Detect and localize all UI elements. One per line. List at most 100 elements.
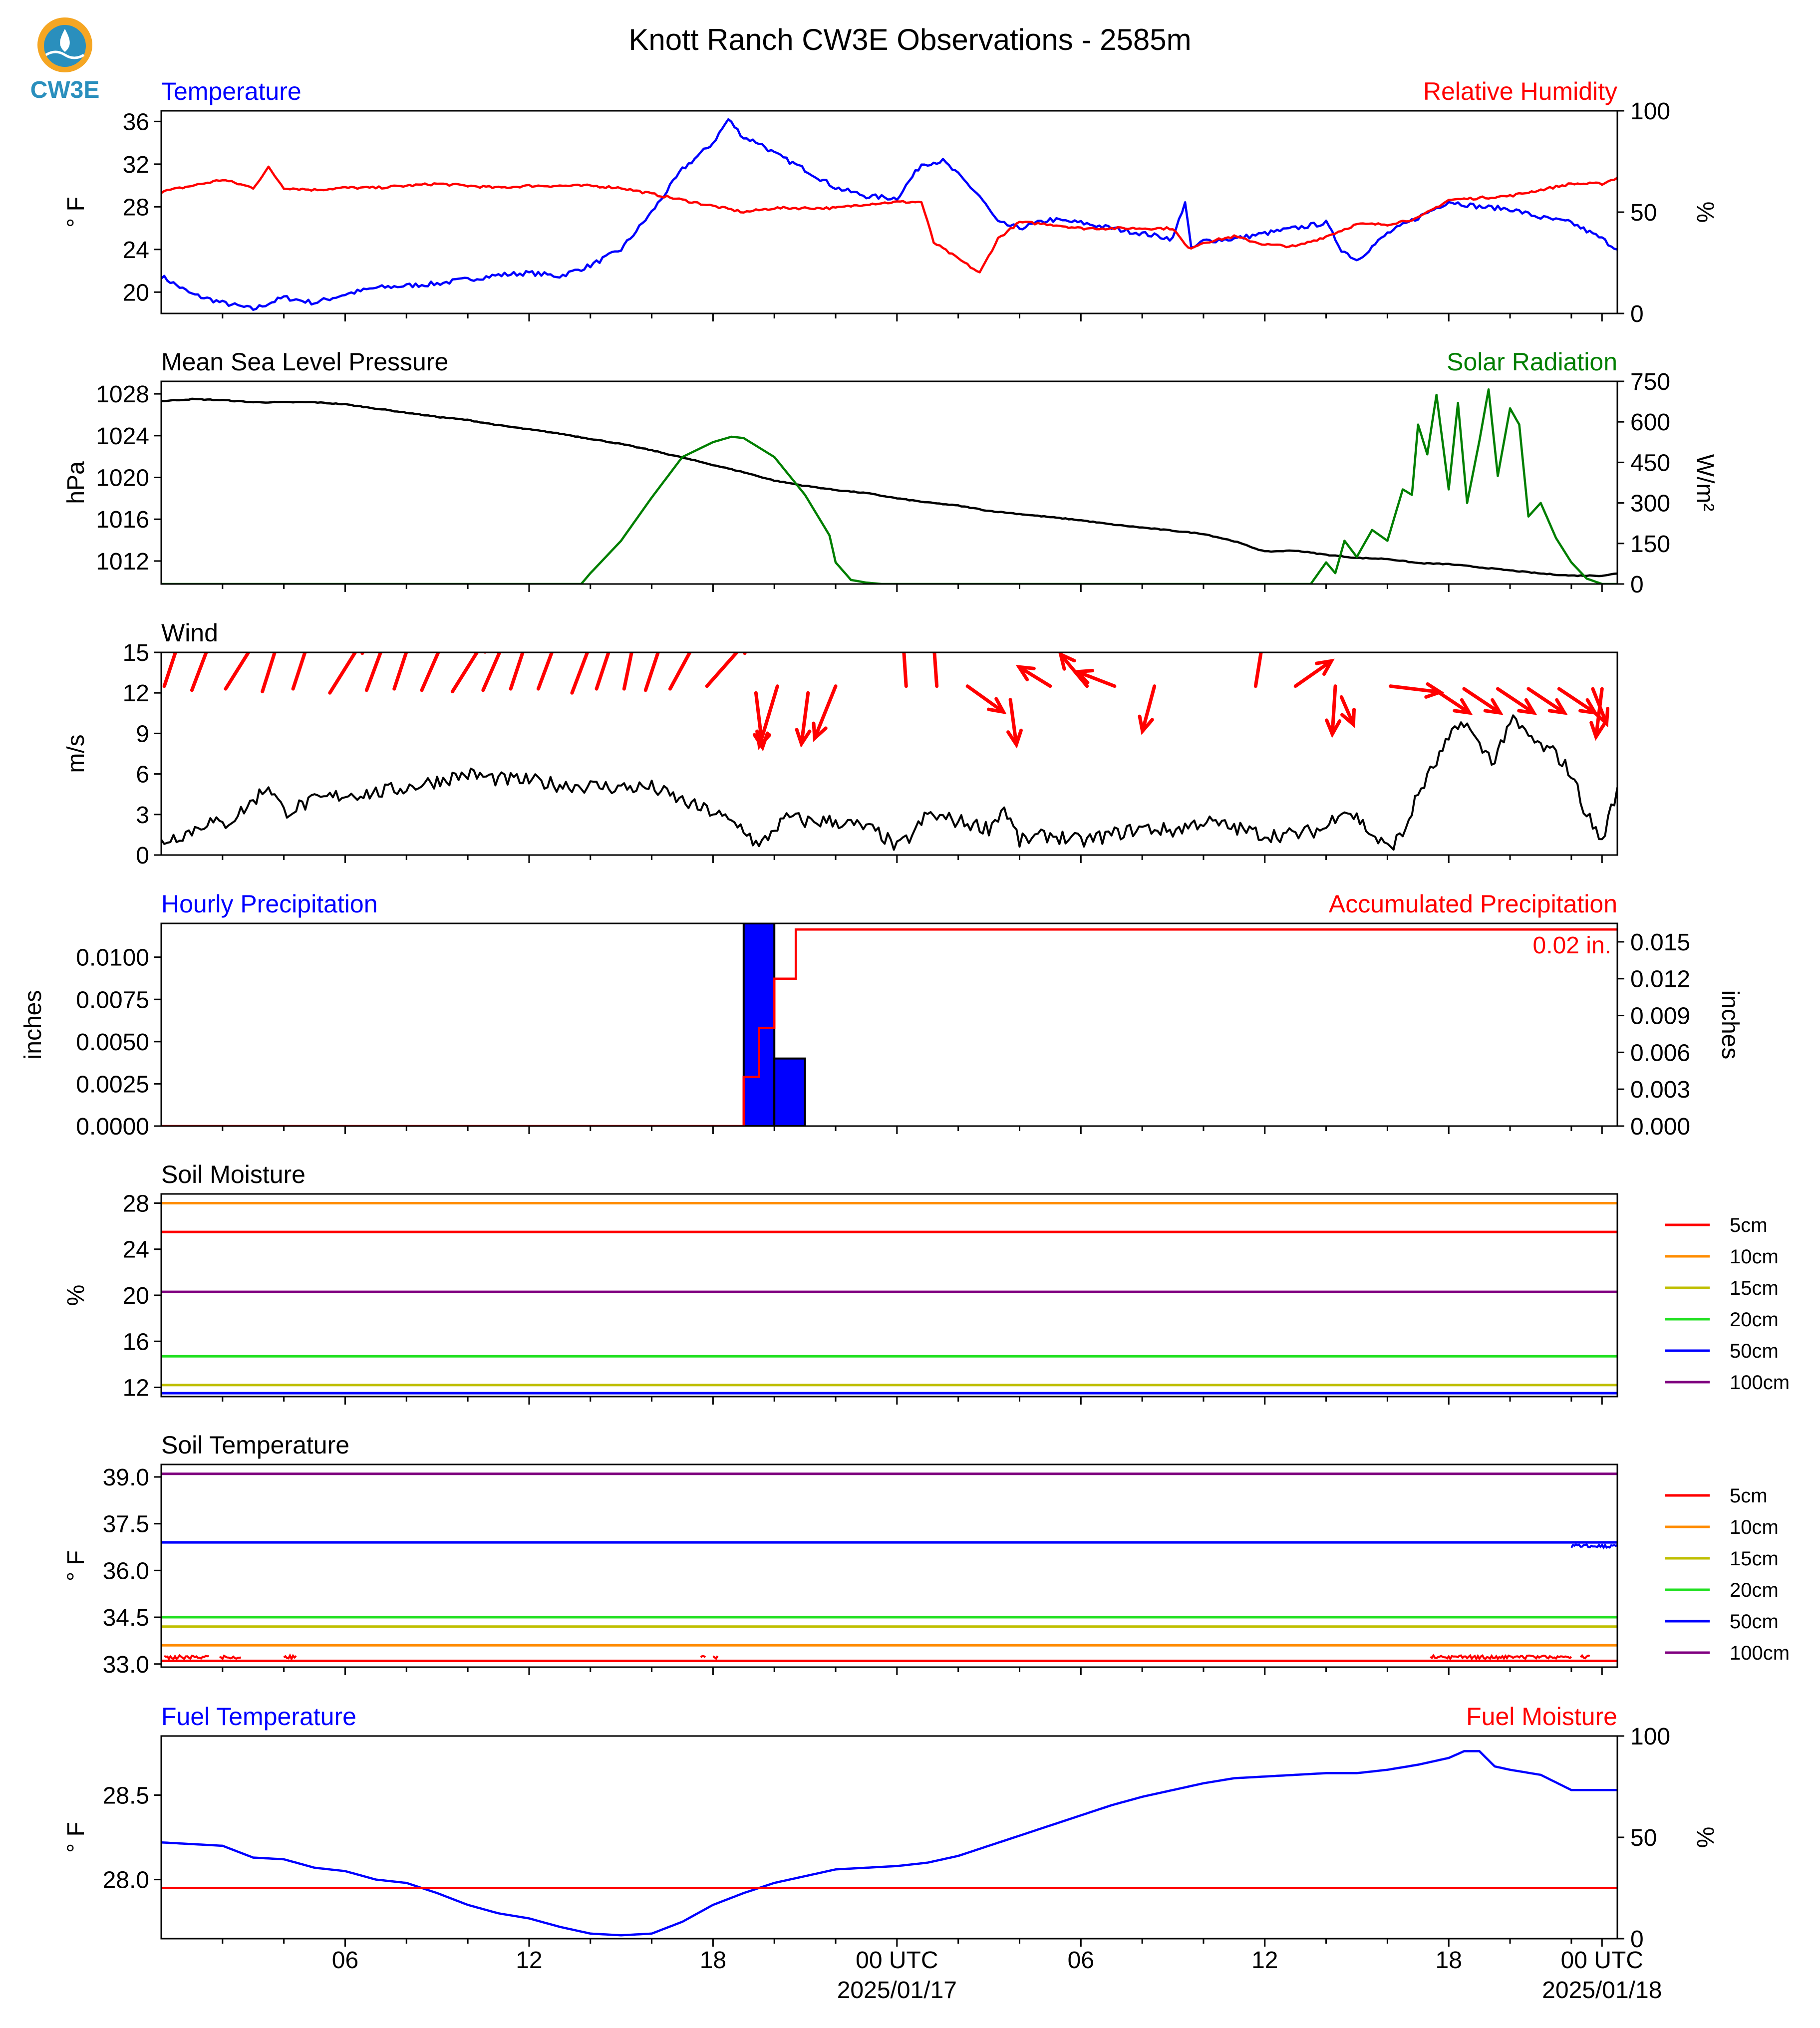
y-tick-label: 1012 <box>96 549 149 575</box>
wind-arrow-head <box>1058 652 1076 671</box>
y-axis-label-right: W/m² <box>1692 454 1718 512</box>
y-tick-label: 39.0 <box>103 1464 149 1491</box>
panel-title-left: Soil Temperature <box>161 1431 349 1459</box>
y-tick-label-right: 450 <box>1630 450 1670 476</box>
panel-title-left: Mean Sea Level Pressure <box>161 348 448 376</box>
logo-drop-icon <box>60 29 70 52</box>
wind-arrow <box>1557 687 1597 715</box>
wind-arrow <box>1008 698 1018 747</box>
panel-temp_rh: Temperature Relative Humidity 20 24 28 32 36 ° … <box>63 77 1718 327</box>
x-tick-label: 00 UTC <box>856 1947 938 1974</box>
wind-arrow <box>813 684 838 740</box>
panel-soil_moisture: Soil Moisture 12 16 20 24 28% 5cm 10cm 15cm 20cm 5… <box>63 1160 1790 1405</box>
series-line-fuel-temperature <box>161 1750 1617 1937</box>
legend-label-20cm: 20cm <box>1730 1309 1779 1331</box>
wind-arrow-head <box>812 721 828 742</box>
panel-title-left: Soil Moisture <box>161 1160 305 1188</box>
plot-area <box>161 1472 1617 1663</box>
legend-label-100cm: 100cm <box>1730 1642 1790 1664</box>
plot-frame <box>160 922 1618 1127</box>
y-tick-label: 0.0100 <box>76 945 149 971</box>
wind-arrow-head <box>1073 668 1094 685</box>
legend-label-5cm: 5cm <box>1730 1214 1768 1236</box>
y-tick-label: 24 <box>123 237 149 264</box>
legend-label-100cm: 100cm <box>1730 1372 1790 1394</box>
wind-arrow <box>1141 684 1157 733</box>
legend-label-50cm: 50cm <box>1730 1340 1779 1362</box>
y-axis-label-right: % <box>1692 202 1718 223</box>
legend-label-50cm: 50cm <box>1730 1611 1779 1633</box>
y-tick-label: 24 <box>123 1237 149 1263</box>
legend-label-15cm: 15cm <box>1730 1277 1779 1299</box>
precip-bar <box>773 1057 806 1126</box>
y-tick-label-right: 0.000 <box>1630 1114 1690 1140</box>
wind-arrow <box>800 691 810 746</box>
y-tick-label: 32 <box>123 152 149 178</box>
wind-arrow <box>481 652 502 692</box>
y-tick-label: 12 <box>123 1375 149 1402</box>
y-tick-label-right: 0.006 <box>1630 1040 1690 1066</box>
wind-arrow <box>643 652 660 692</box>
soil-temp-5cm-noise <box>283 1653 297 1661</box>
series-line-temperature <box>161 118 1617 311</box>
wind-arrow-head <box>303 625 316 640</box>
y-axis-label-right: % <box>1692 1827 1718 1848</box>
soil-temp-5cm-noise <box>1579 1654 1590 1660</box>
wind-arrow-head <box>656 627 668 642</box>
panel-fuel: Fuel Temperature Fuel Moisture 28.0 28.5 ° F… <box>63 1703 1718 1953</box>
panels: Temperature Relative Humidity2024283236° … <box>20 77 1790 1953</box>
legend-label-10cm: 10cm <box>1730 1246 1779 1268</box>
wind-arrow <box>1594 687 1604 739</box>
wind-arrow <box>1462 687 1502 715</box>
wind-arrow <box>162 652 178 688</box>
panel-title-right: Relative Humidity <box>1423 77 1617 105</box>
wind-arrow <box>364 652 383 692</box>
wind-arrow <box>668 652 692 691</box>
wind-arrow <box>261 652 277 693</box>
plot-area <box>161 923 1617 1126</box>
legend-label-20cm: 20cm <box>1730 1579 1779 1601</box>
wind-arrow <box>757 684 779 748</box>
wind-arrow <box>1059 652 1089 688</box>
wind-arrow-head <box>498 630 510 645</box>
series-line-solar-radiation <box>161 388 1617 584</box>
wind-arrow-head <box>1315 658 1335 676</box>
x-date-label: 2025/01/18 <box>1542 1977 1662 2004</box>
panel-wind: Wind 0 3 6 9 12 15 m/s <box>63 619 1618 869</box>
panel-title-left: Wind <box>161 619 218 647</box>
y-tick-label: 15 <box>123 640 149 666</box>
wind-arrow-head <box>521 625 534 640</box>
wind-arrow-head <box>987 697 1007 714</box>
wind-arrow-head <box>629 622 642 636</box>
y-tick-label: 0 <box>136 843 149 869</box>
wind-arrow-head <box>1015 665 1036 682</box>
plot-frame <box>160 110 1618 314</box>
panel-soil_temp: Soil Temperature 33.0 34.5 36.0 37.5 39.0 ° F 5… <box>63 1431 1790 1678</box>
wind-arrow-head <box>1138 714 1154 735</box>
y-tick-label: 0.0000 <box>76 1114 149 1140</box>
y-tick-label-right: 300 <box>1630 491 1670 517</box>
x-tick-label: 06 <box>332 1947 358 1974</box>
wind-arrow <box>1526 687 1566 715</box>
soil-temp-5cm-noise <box>700 1655 706 1659</box>
y-tick-label: 28.5 <box>103 1782 149 1809</box>
wind-arrow-head <box>689 631 701 646</box>
wind-arrow-head <box>1325 718 1342 738</box>
y-tick-label: 34.5 <box>103 1605 149 1631</box>
y-axis-label: ° F <box>63 1822 89 1853</box>
y-tick-label-right: 0 <box>1630 301 1644 327</box>
plot-area <box>161 118 1617 311</box>
wind-arrow-head <box>1517 698 1537 715</box>
wind-arrow-head <box>247 634 260 649</box>
y-tick-label: 20 <box>123 1283 149 1309</box>
y-tick-label-right: 100 <box>1630 1724 1670 1750</box>
plot-frame <box>160 1193 1618 1398</box>
legend-label-15cm: 15cm <box>1730 1548 1779 1570</box>
wind-arrow <box>932 652 939 688</box>
y-axis-label: % <box>63 1285 89 1306</box>
wind-arrow-head <box>1589 721 1606 741</box>
plot-area <box>161 1750 1617 1937</box>
wind-arrow-head <box>379 627 391 642</box>
wind-arrow-head <box>585 631 597 646</box>
